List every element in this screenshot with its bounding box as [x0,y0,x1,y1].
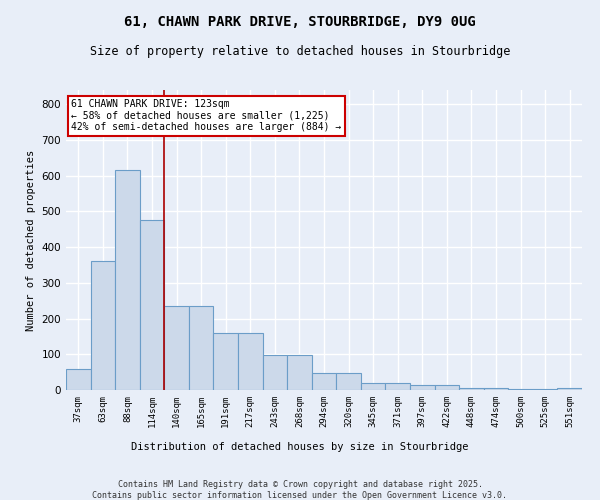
Bar [189,306,214,390]
Bar [312,373,336,390]
Text: Distribution of detached houses by size in Stourbridge: Distribution of detached houses by size … [131,442,469,452]
Bar [385,383,410,390]
Bar [434,386,459,390]
Bar [484,388,508,390]
Bar [263,356,287,390]
Y-axis label: Number of detached properties: Number of detached properties [26,150,36,330]
Bar [336,373,361,390]
Bar [361,383,385,390]
Bar [238,333,263,390]
Text: Contains public sector information licensed under the Open Government Licence v3: Contains public sector information licen… [92,492,508,500]
Bar [164,306,189,390]
Bar [287,356,312,390]
Text: Contains HM Land Registry data © Crown copyright and database right 2025.: Contains HM Land Registry data © Crown c… [118,480,482,489]
Text: 61, CHAWN PARK DRIVE, STOURBRIDGE, DY9 0UG: 61, CHAWN PARK DRIVE, STOURBRIDGE, DY9 0… [124,15,476,29]
Bar [115,170,140,390]
Bar [91,262,115,390]
Bar [557,388,582,390]
Bar [66,368,91,390]
Bar [140,220,164,390]
Text: 61 CHAWN PARK DRIVE: 123sqm
← 58% of detached houses are smaller (1,225)
42% of : 61 CHAWN PARK DRIVE: 123sqm ← 58% of det… [71,99,341,132]
Bar [214,333,238,390]
Text: Size of property relative to detached houses in Stourbridge: Size of property relative to detached ho… [90,45,510,58]
Bar [410,386,434,390]
Bar [459,388,484,390]
